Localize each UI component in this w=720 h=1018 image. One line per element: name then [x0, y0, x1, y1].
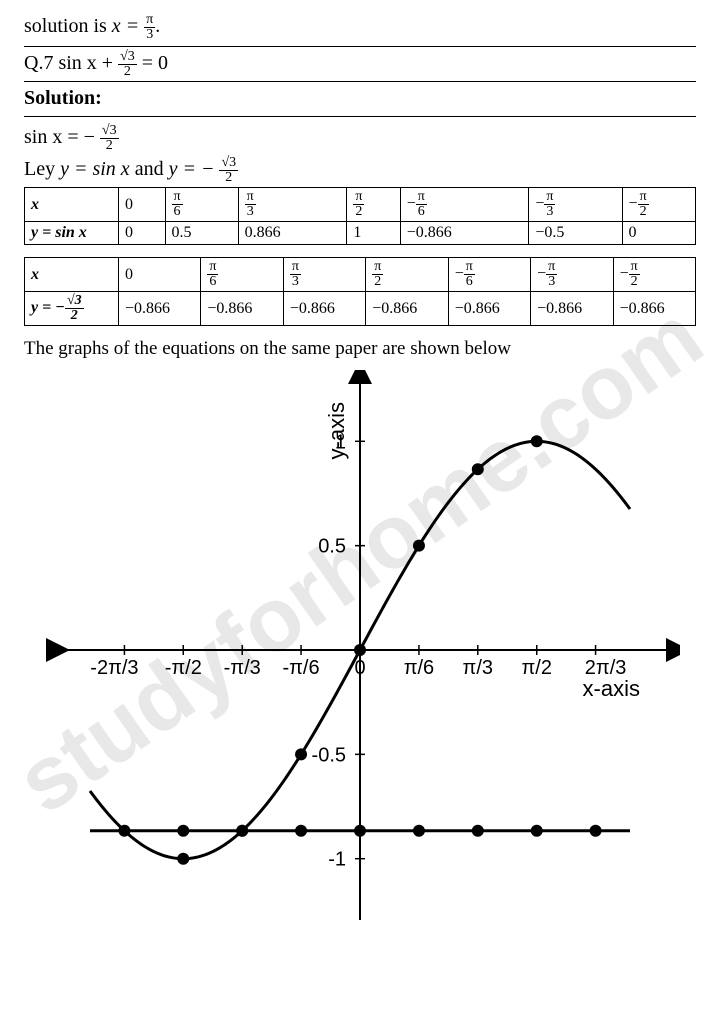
question-line: Q.7 sin x + √3 2 = 0: [24, 46, 696, 82]
svg-text:-π/3: -π/3: [224, 657, 261, 679]
solution-header: Solution:: [24, 82, 696, 117]
t2-sqrt: √3: [65, 294, 84, 309]
t1-v5: −0.5: [529, 222, 622, 245]
t2-v2: −0.866: [283, 292, 365, 326]
t2-v6: −0.866: [613, 292, 695, 326]
t2-v0: −0.866: [118, 292, 200, 326]
t1-h-y: y = sin x: [25, 222, 119, 245]
table-sinx: x 0 π6 π3 π2 −π6 −π3 −π2 y = sin x 0 0.5…: [24, 187, 696, 245]
t2-v4: −0.866: [448, 292, 530, 326]
t2-den: 2: [65, 309, 84, 323]
t2-c6: −π2: [613, 258, 695, 292]
t1-c5: −π3: [529, 188, 622, 222]
t2-c5: −π3: [531, 258, 613, 292]
svg-text:x-axis: x-axis: [583, 676, 640, 701]
sqrt3-over-2: √3 2: [118, 50, 137, 79]
eq-zero: = 0: [142, 52, 168, 74]
let-line: Ley y = sin x and y = − √3 2: [24, 153, 696, 185]
frac-num: √3: [100, 124, 119, 139]
t1-v0: 0: [118, 222, 165, 245]
t2-h-y: y = −√32: [25, 292, 119, 326]
t1-c6: −π2: [622, 188, 695, 222]
t1-v1: 0.5: [165, 222, 238, 245]
svg-text:π/3: π/3: [463, 657, 493, 679]
t1-h-x: x: [25, 188, 119, 222]
t1-v6: 0: [622, 222, 695, 245]
t2-c4: −π6: [448, 258, 530, 292]
frac-den: 3: [144, 28, 155, 42]
y-sinx: y = sin x: [60, 158, 130, 180]
t1-c0: 0: [118, 188, 165, 222]
svg-text:π/6: π/6: [404, 657, 434, 679]
t2-v5: −0.866: [531, 292, 613, 326]
t1-c4: −π6: [400, 188, 529, 222]
t1-v3: 1: [347, 222, 400, 245]
and-text: and: [135, 158, 169, 180]
svg-text:y-axis: y-axis: [324, 402, 349, 459]
pi-over-3: π 3: [144, 13, 155, 42]
t2-v3: −0.866: [366, 292, 448, 326]
frac-num: √3: [118, 50, 137, 65]
period: .: [155, 15, 160, 37]
t1-c3: π2: [347, 188, 400, 222]
frac-den: 2: [219, 171, 238, 185]
graph-container: -2π/3-π/2-π/3-π/60π/6π/3π/22π/310.5-0.5-…: [24, 370, 696, 930]
svg-text:-π/6: -π/6: [282, 657, 319, 679]
prev-solution-line: solution is x = π 3 .: [24, 10, 696, 42]
let-prefix: Ley: [24, 158, 60, 180]
solution-is-text: solution is: [24, 15, 112, 37]
graph-svg: -2π/3-π/2-π/3-π/60π/6π/3π/22π/310.5-0.5-…: [40, 370, 680, 930]
question-label: Q.7 sin x +: [24, 52, 118, 74]
frac-num: √3: [219, 156, 238, 171]
t2-c3: π2: [366, 258, 448, 292]
t2-v1: −0.866: [201, 292, 283, 326]
t2-c2: π3: [283, 258, 365, 292]
frac-den: 2: [118, 65, 137, 79]
svg-text:-1: -1: [328, 849, 346, 871]
svg-text:-2π/3: -2π/3: [90, 657, 138, 679]
t2-c0: 0: [118, 258, 200, 292]
t1-v4: −0.866: [400, 222, 529, 245]
x-eq: x =: [112, 15, 144, 37]
neg-sqrt3-over-2-b: √3 2: [219, 156, 238, 185]
t1-c1: π6: [165, 188, 238, 222]
lhs: sin x = −: [24, 126, 95, 148]
y-eq: y = −: [169, 158, 215, 180]
frac-den: 2: [100, 139, 119, 153]
t1-v2: 0.866: [238, 222, 347, 245]
t2-c1: π6: [201, 258, 283, 292]
neg-sqrt3-over-2: √3 2: [100, 124, 119, 153]
t1-c2: π3: [238, 188, 347, 222]
svg-text:0.5: 0.5: [318, 536, 346, 558]
graph-caption: The graphs of the equations on the same …: [24, 334, 696, 364]
t2-h-y-pre: y = −: [31, 299, 65, 316]
svg-text:-π/2: -π/2: [165, 657, 202, 679]
t2-h-x: x: [25, 258, 119, 292]
svg-text:-0.5: -0.5: [312, 745, 346, 767]
equation-1: sin x = − √3 2: [24, 121, 696, 153]
svg-text:π/2: π/2: [521, 657, 551, 679]
table-const: x 0 π6 π3 π2 −π6 −π3 −π2 y = −√32 −0.866…: [24, 257, 696, 326]
frac-num: π: [144, 13, 155, 28]
